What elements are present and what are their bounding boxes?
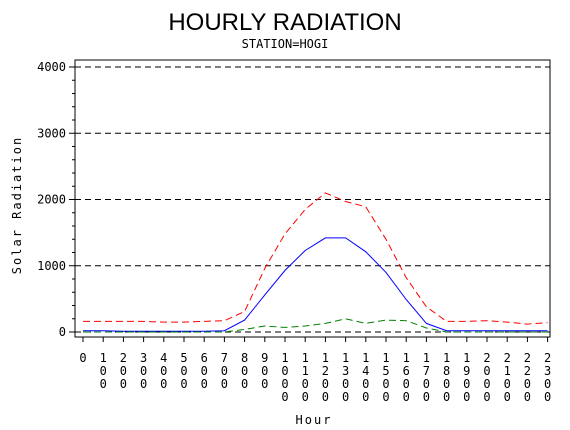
grid (75, 66, 550, 333)
series-line-1 (83, 192, 548, 325)
y-tick-label: 0 (59, 325, 66, 339)
chart-subtitle: STATION=HOGI (242, 37, 329, 51)
y-tick-label: 2000 (37, 193, 66, 207)
y-tick-label: 3000 (37, 126, 66, 140)
series-line-3 (83, 318, 548, 333)
y-axis: 0 1000 2000 3000 4000 (37, 60, 75, 339)
y-axis-label: Solar Radiation (10, 136, 24, 274)
x-axis: 0 1 0 0 2 0 0 3 0 0 4 0 0 5 0 0 6 0 0 7 0 0 8 0 0 9 0 0 1 0 0 0 1 1 0 0 1 2 0 0… (79, 337, 551, 404)
plot-frame (74, 59, 551, 338)
y-tick-label: 4000 (37, 60, 66, 74)
x-tick-label: 0 (79, 351, 86, 365)
chart-title: HOURLY RADIATION (168, 9, 401, 36)
x-axis-label: Hour (296, 413, 333, 427)
series-line-2 (83, 237, 548, 332)
y-tick-label: 1000 (37, 259, 66, 273)
series-layer (83, 192, 548, 333)
